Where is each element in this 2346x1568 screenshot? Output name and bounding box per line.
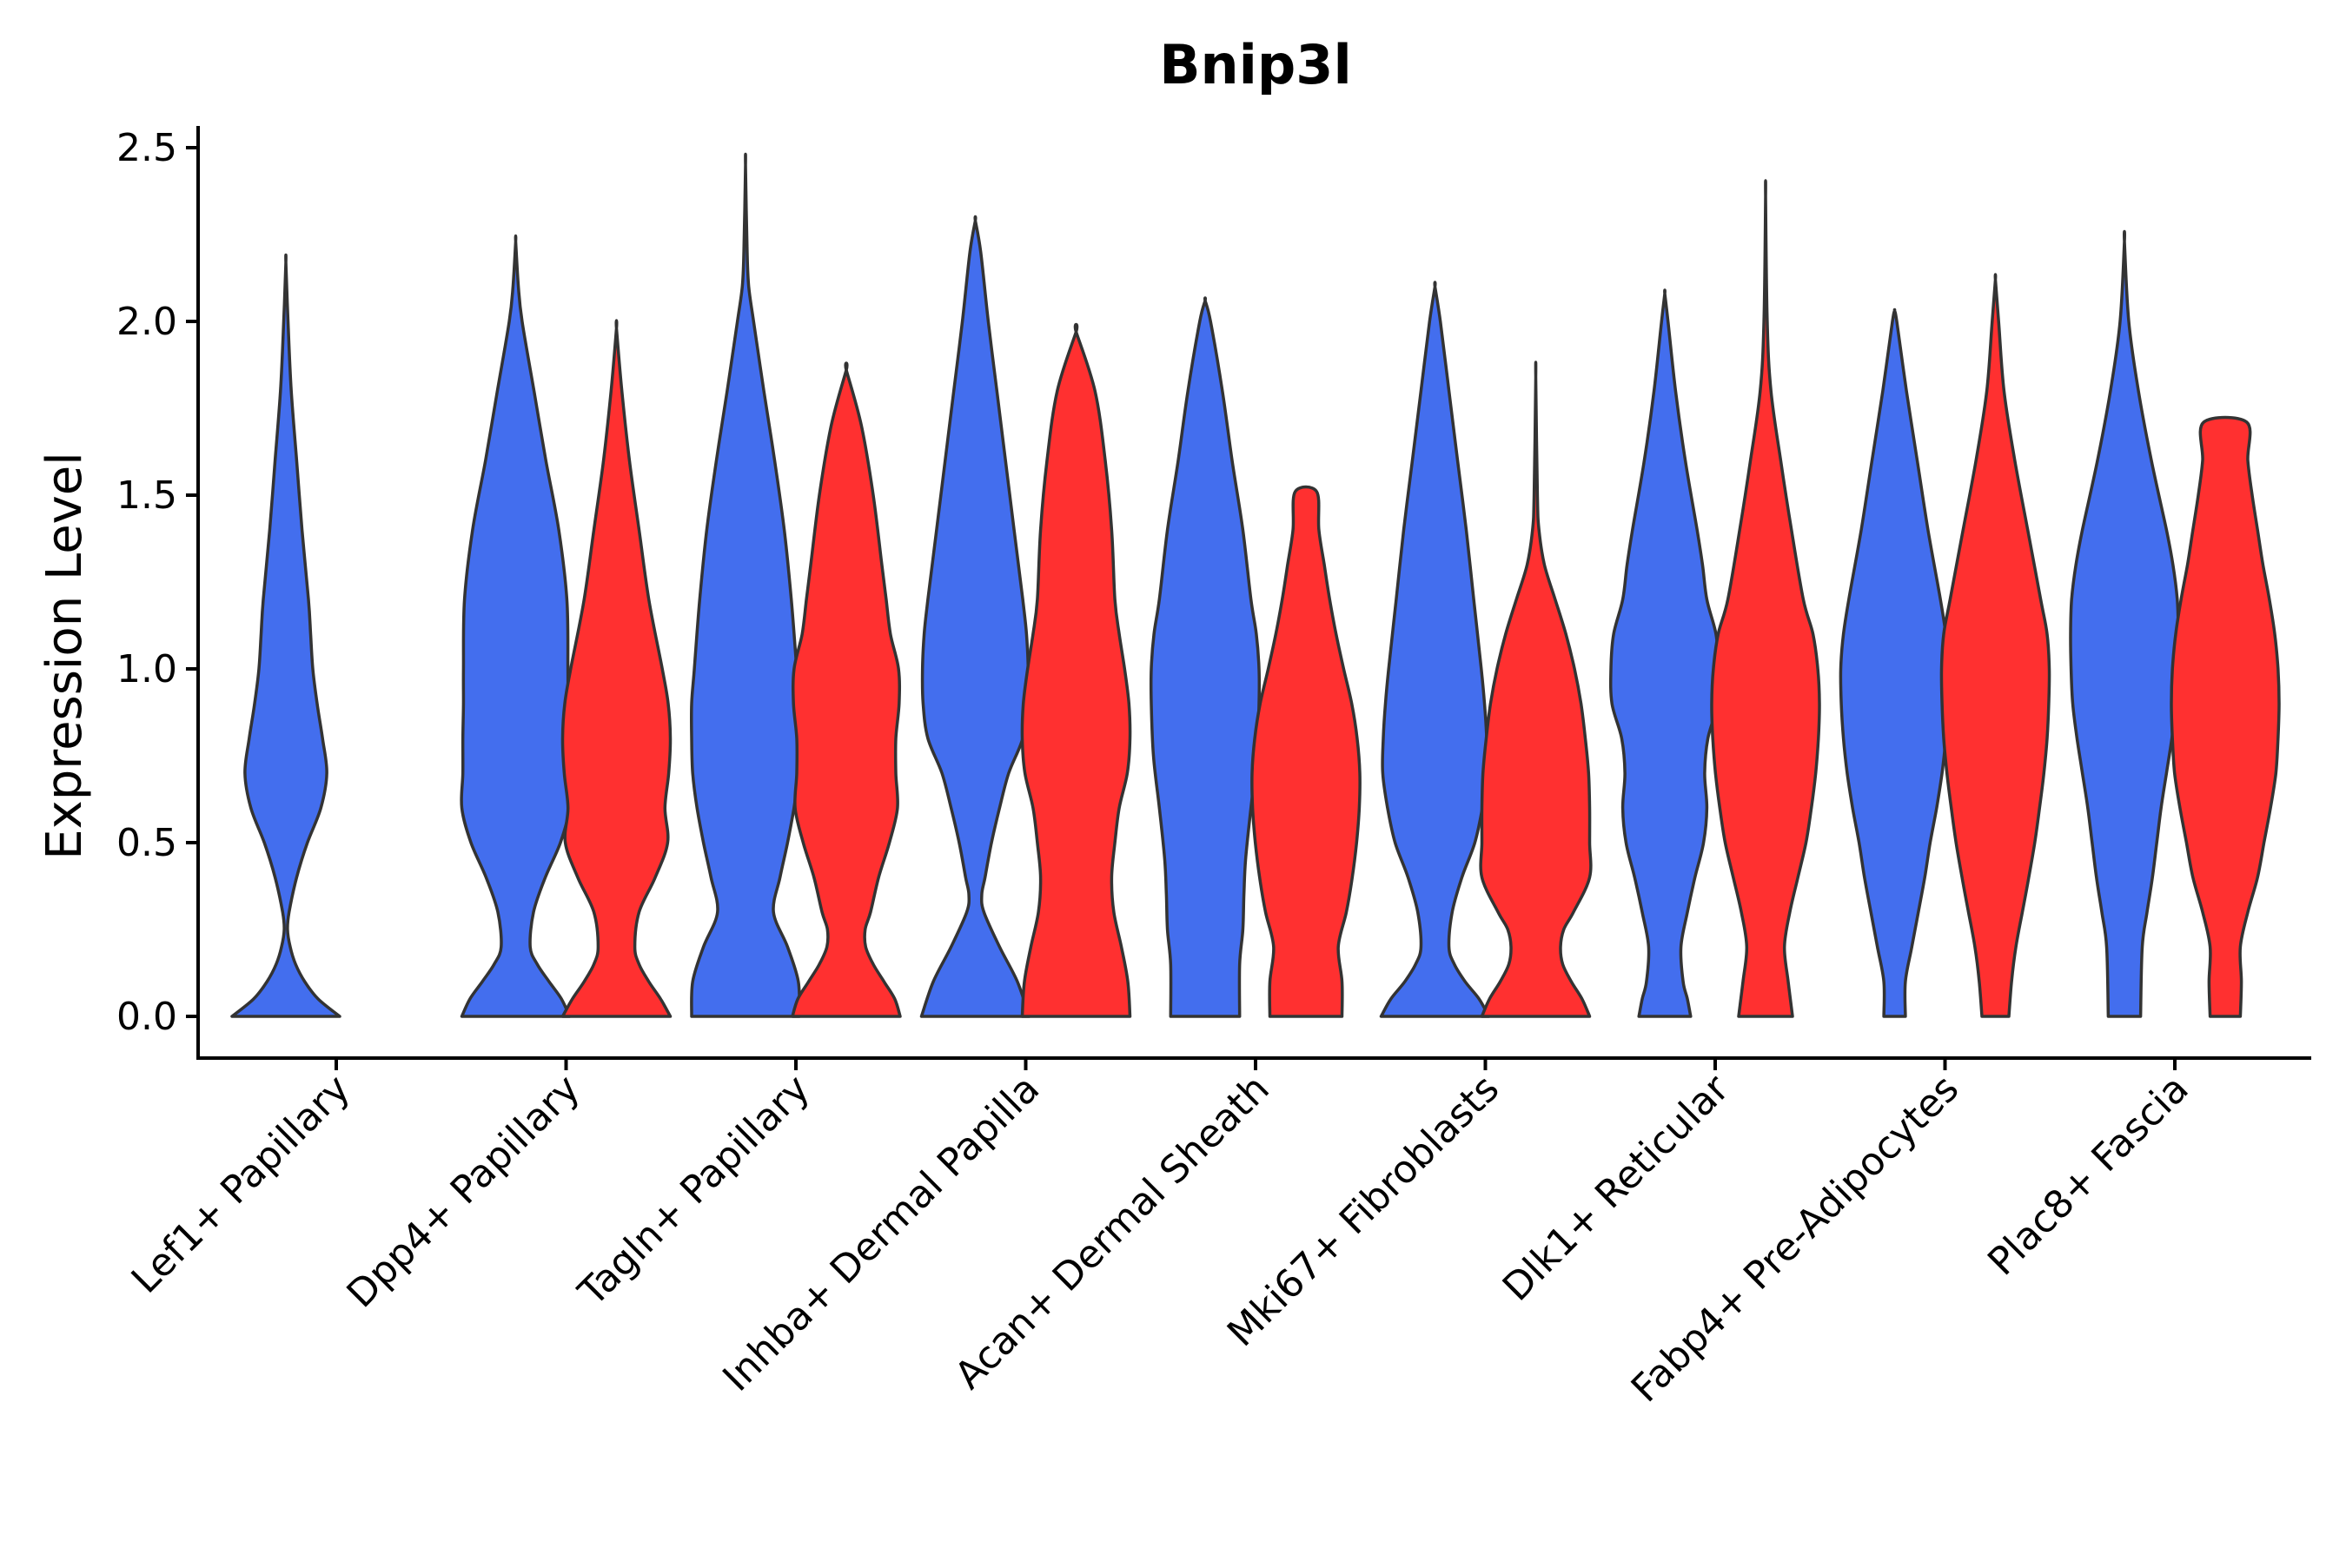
violin-mki67-fibroblasts-blue xyxy=(1379,281,1491,1018)
y-tick-label: 1.0 xyxy=(116,647,177,691)
x-tick-label: Dlk1+ Reticular xyxy=(1494,1066,1739,1310)
y-axis-label: Expression Level xyxy=(36,452,93,860)
violin-tagln-papillary-blue xyxy=(689,152,802,1018)
violin-inhba-dermal-papilla-red xyxy=(1020,322,1132,1018)
violin-acan-dermal-sheath-blue xyxy=(1149,296,1262,1018)
y-tick-label: 2.0 xyxy=(116,300,177,344)
violin-lef1-papillary-blue xyxy=(230,253,341,1018)
violin-inhba-dermal-papilla-blue xyxy=(919,215,1031,1018)
x-tick-label: Lef1+ Papillary xyxy=(123,1067,359,1302)
violin-dpp4-papillary-blue xyxy=(460,234,572,1018)
violin-plac8-fascia-blue xyxy=(2069,229,2180,1018)
violin-dlk1-reticular-red xyxy=(1710,179,1821,1018)
plot-area xyxy=(230,152,2281,1018)
violin-dlk1-reticular-blue xyxy=(1608,288,1721,1018)
y-tick-label: 0.5 xyxy=(116,821,177,865)
violin-dpp4-papillary-red xyxy=(560,319,673,1018)
x-tick-label: Dpp4+ Papillary xyxy=(339,1067,589,1317)
y-tick-label: 0.0 xyxy=(116,995,177,1039)
violin-acan-dermal-sheath-red xyxy=(1250,485,1362,1018)
violin-plac8-fascia-red xyxy=(2170,415,2281,1018)
violin-mki67-fibroblasts-red xyxy=(1479,361,1593,1018)
chart-title: Bnip3l xyxy=(1159,33,1351,96)
violin-fabp4-pre-adipocytes-blue xyxy=(1839,308,1951,1018)
y-tick-label: 2.5 xyxy=(116,126,177,170)
violin-tagln-papillary-red xyxy=(791,361,902,1018)
x-tick-label: Plac8+ Fascia xyxy=(1979,1067,2197,1285)
x-tick-label: Tagln+ Papillary xyxy=(570,1067,818,1315)
violin-fabp4-pre-adipocytes-red xyxy=(1939,273,2051,1018)
y-tick-label: 1.5 xyxy=(116,473,177,518)
